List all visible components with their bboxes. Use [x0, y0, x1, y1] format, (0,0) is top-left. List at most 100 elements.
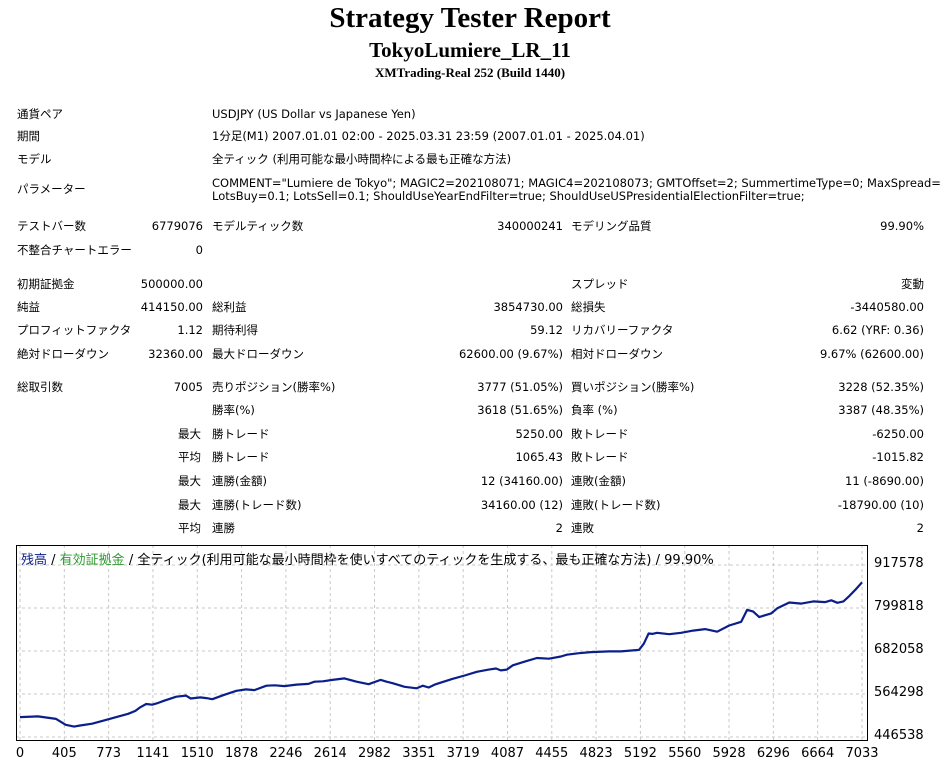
max-win-label: 勝トレード: [212, 427, 270, 441]
bars-label: テストバー数: [17, 219, 86, 233]
max-win-value: 5250.00: [515, 427, 563, 441]
max-qualifier: 最大: [178, 474, 201, 488]
net-label: 純益: [17, 300, 40, 314]
balance-chart-svg: [16, 545, 868, 741]
model-value: 全ティック (利用可能な最小時間枠による最も正確な方法): [212, 152, 512, 166]
recovery-label: リカバリーファクタ: [571, 323, 674, 337]
max-consec-loss-amt-label: 連敗(金額): [571, 474, 626, 488]
avg-loss-value: -1015.82: [872, 450, 924, 464]
avg-win-label: 勝トレード: [212, 450, 270, 464]
pair-value: USDJPY (US Dollar vs Japanese Yen): [212, 107, 416, 121]
x-tick-label: 4823: [579, 746, 613, 761]
period-value: 1分足(M1) 2007.01.01 02:00 - 2025.03.31 23…: [212, 129, 645, 143]
spread-label: スプレッド: [571, 277, 629, 291]
y-tick-label: 682058: [874, 642, 924, 657]
max-consec-loss-tr-value: -18790.00 (10): [837, 498, 924, 512]
avg-win-value: 1065.43: [515, 450, 563, 464]
params-line1: COMMENT="Lumiere de Tokyo"; MAGIC2=20210…: [212, 176, 940, 190]
avg-consec-win-value: 2: [555, 521, 563, 535]
expected-value: 59.12: [530, 323, 563, 337]
max-consec-win-amt-label: 連勝(金額): [212, 474, 267, 488]
x-tick-label: 5560: [668, 746, 702, 761]
deposit-value: 500000.00: [140, 277, 203, 291]
x-tick-label: 1141: [136, 746, 170, 761]
gross-profit-label: 総利益: [212, 300, 247, 314]
lossrate-value: 3387 (48.35%): [838, 403, 924, 417]
max-consec-loss-tr-label: 連敗(トレード数): [571, 498, 661, 512]
gross-loss-value: -3440580.00: [850, 300, 924, 314]
x-tick-label: 1510: [180, 746, 214, 761]
winrate-value: 3618 (51.65%): [477, 403, 563, 417]
legend-sep: /: [124, 553, 138, 568]
build-info: XMTrading-Real 252 (Build 1440): [374, 65, 566, 80]
chart-grid: [16, 545, 868, 741]
max-dd-value: 62600.00 (9.67%): [458, 347, 563, 361]
max-qualifier: 最大: [178, 498, 201, 512]
legend-equity: 有効証拠金: [59, 553, 125, 568]
y-tick-label: 446538: [874, 728, 924, 743]
report-title: Strategy Tester Report: [329, 2, 611, 34]
model-label: モデル: [17, 152, 52, 166]
max-consec-win-tr-value: 34160.00 (12): [480, 498, 563, 512]
legend-model: 全ティック(利用可能な最小時間枠を使いすべてのティックを生成する、最も正確な方法…: [137, 553, 714, 568]
total-trades-value: 7005: [173, 380, 203, 394]
gross-profit-value: 3854730.00: [493, 300, 563, 314]
quality-label: モデリング品質: [571, 219, 652, 233]
x-tick-label: 1878: [225, 746, 259, 761]
errors-label: 不整合チャートエラー: [17, 243, 132, 257]
chart-frame: [16, 545, 868, 741]
max-consec-win-amt-value: 12 (34160.00): [480, 474, 563, 488]
legend-sep: /: [47, 553, 60, 568]
x-tick-label: 3719: [446, 746, 480, 761]
pair-label: 通貨ペア: [17, 107, 63, 121]
x-tick-label: 5192: [623, 746, 657, 761]
net-value: 414150.00: [140, 300, 203, 314]
pf-label: プロフィットファクタ: [17, 323, 132, 337]
x-tick-label: 0: [15, 746, 25, 761]
x-tick-label: 4455: [535, 746, 569, 761]
x-tick-label: 2982: [357, 746, 392, 761]
y-tick-label: 799818: [874, 599, 924, 614]
total-trades-label: 総取引数: [17, 380, 63, 394]
winrate-label: 勝率(%): [212, 403, 255, 417]
expected-label: 期待利得: [212, 323, 258, 337]
max-consec-win-tr-label: 連勝(トレード数): [212, 498, 302, 512]
abs-dd-label: 絶対ドローダウン: [17, 347, 109, 361]
ticks-label: モデルティック数: [212, 219, 304, 233]
chart-legend: 残高 / 有効証拠金 / 全ティック(利用可能な最小時間枠を使いすべてのティック…: [21, 549, 714, 568]
rel-dd-value: 9.67% (62600.00): [819, 347, 924, 361]
balance-chart: [16, 545, 868, 741]
spread-value: 変動: [901, 277, 924, 291]
params-line2: LotsBuy=0.1; LotsSell=0.1; ShouldUseYear…: [212, 189, 805, 203]
lossrate-label: 負率 (%): [571, 403, 618, 417]
max-consec-loss-amt-value: 11 (-8690.00): [845, 474, 924, 488]
quality-value: 99.90%: [880, 219, 924, 233]
gross-loss-label: 総損失: [571, 300, 606, 314]
balance-line: [19, 581, 863, 728]
x-tick-label: 4087: [490, 746, 525, 761]
y-tick-label: 564298: [874, 685, 924, 700]
max-dd-label: 最大ドローダウン: [212, 347, 304, 361]
x-tick-label: 405: [51, 746, 77, 761]
x-tick-label: 6664: [801, 746, 835, 761]
x-tick-label: 7033: [845, 746, 879, 761]
x-tick-label: 5928: [712, 746, 746, 761]
ticks-value: 340000241: [497, 219, 563, 233]
avg-consec-win-label: 連勝: [212, 521, 235, 535]
recovery-value: 6.62 (YRF: 0.36): [831, 323, 924, 337]
long-label: 買いポジション(勝率%): [571, 380, 695, 394]
legend-balance: 残高: [21, 553, 48, 568]
pf-value: 1.12: [177, 323, 203, 337]
x-tick-label: 6296: [756, 746, 790, 761]
avg-qualifier: 平均: [178, 450, 201, 464]
avg-qualifier: 平均: [178, 521, 201, 535]
bars-value: 6779076: [151, 219, 203, 233]
x-tick-label: 2246: [269, 746, 303, 761]
report-subtitle: TokyoLumiere_LR_11: [369, 38, 571, 62]
avg-consec-loss-label: 連敗: [571, 521, 594, 535]
y-tick-label: 917578: [874, 556, 924, 571]
max-loss-label: 敗トレード: [571, 427, 629, 441]
abs-dd-value: 32360.00: [148, 347, 203, 361]
deposit-label: 初期証拠金: [17, 277, 75, 291]
avg-consec-loss-value: 2: [916, 521, 924, 535]
